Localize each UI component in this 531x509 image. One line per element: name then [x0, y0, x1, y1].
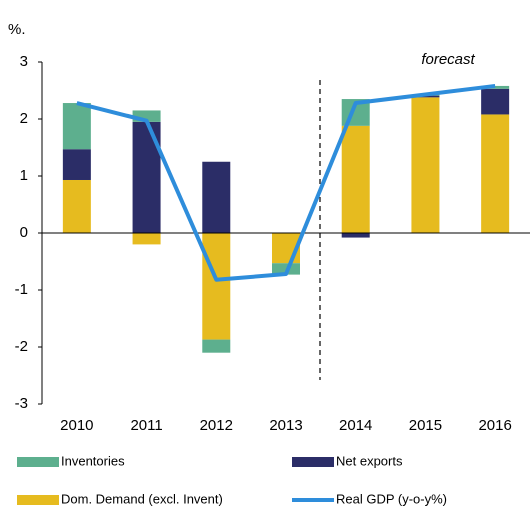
y-tick-label: 1: [20, 167, 28, 184]
bar: [62, 179, 91, 233]
x-tick-label: 2011: [130, 417, 162, 434]
legend-label: Inventories: [61, 453, 125, 468]
bar: [481, 88, 510, 115]
legend-label: Dom. Demand (excl. Invent): [61, 491, 223, 506]
legend-swatch: [17, 457, 59, 467]
legend-swatch: [17, 495, 59, 505]
forecast-annotation: forecast: [421, 51, 475, 68]
bar: [202, 339, 231, 353]
bar: [132, 233, 161, 245]
y-tick-label: -2: [15, 338, 28, 355]
y-tick-label: 2: [20, 110, 28, 127]
x-tick-label: 2013: [269, 417, 302, 434]
x-tick-label: 2014: [339, 417, 372, 434]
unit-label: %.: [8, 21, 26, 38]
bar: [341, 125, 370, 233]
legend-label: Net exports: [336, 453, 403, 468]
y-tick-label: -3: [15, 395, 28, 412]
bar: [481, 114, 510, 233]
line: [76, 83, 496, 282]
bar: [62, 149, 91, 180]
bar: [341, 233, 370, 238]
bar: [411, 97, 440, 233]
bar: [62, 103, 91, 150]
bar: [202, 233, 231, 340]
x-tick-label: 2016: [478, 417, 511, 434]
x-tick-label: 2015: [409, 417, 442, 434]
legend-label: Real GDP (y-o-y%): [336, 491, 447, 506]
bar: [202, 161, 231, 233]
legend-swatch: [292, 457, 334, 467]
y-tick-label: -1: [15, 281, 28, 298]
y-tick-label: 0: [20, 224, 28, 241]
y-tick-label: 3: [20, 53, 28, 70]
x-tick-label: 2010: [60, 417, 93, 434]
bar: [132, 110, 161, 122]
x-tick-label: 2012: [200, 417, 233, 434]
